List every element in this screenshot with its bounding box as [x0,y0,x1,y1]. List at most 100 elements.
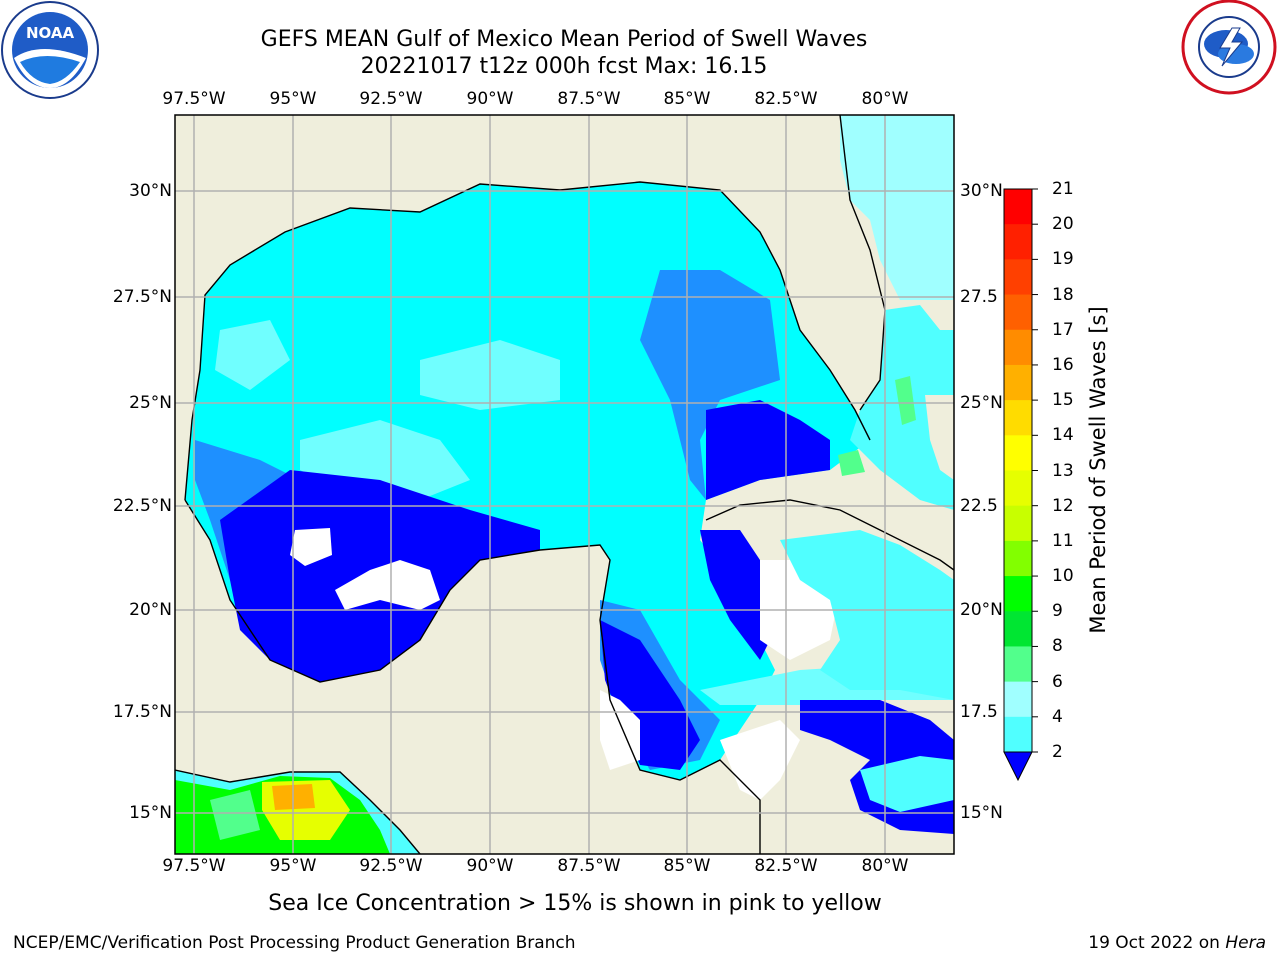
lon-label-top: 90°W [466,89,514,109]
colorbar-segment [1004,435,1032,471]
colorbar-segment [1004,576,1032,612]
lat-label-right: 27.5 [960,287,998,307]
map-gridlines [175,115,954,854]
swell-9s-patch [838,450,865,476]
coastline [184,499,761,854]
colorbar-segment [1004,470,1032,507]
low-period-area [700,530,770,660]
lon-label-top: 82.5°W [754,89,818,109]
lat-label-right: 25°N [960,393,1003,413]
lat-label-right: 20°N [960,600,1003,620]
map-area [174,114,955,855]
mid-period-area [640,270,780,500]
lat-label-right: 22.5 [960,496,998,516]
colorbar-tick-label: 14 [1052,425,1074,446]
lon-label-bottom: 95°W [269,856,317,876]
colorbar-title: Mean Period of Swell Waves [s] [1086,306,1110,634]
lon-label-bottom: 97.5°W [162,856,226,876]
colorbar-tick-label: 10 [1052,566,1074,587]
footer-host: Hera [1225,933,1266,953]
colorbar-tick-label: 20 [1052,214,1074,235]
colorbar-segment [1004,646,1032,683]
colorbar-tick-label: 18 [1052,284,1074,305]
colorbar [1003,188,1038,782]
colorbar-tick-label: 11 [1052,530,1074,551]
lat-label-left: 25°N [129,393,172,413]
colorbar-segment [1004,400,1032,436]
colorbar-segment [1004,224,1032,260]
lon-label-top: 80°W [861,89,909,109]
colorbar-extend-arrow [1003,751,1033,782]
light-cyan-patch [215,320,290,390]
sea-ice-note-text: Sea Ice Concentration > 15% is shown in … [268,891,882,916]
lon-label-top: 97.5°W [162,89,226,109]
lon-label-top: 95°W [269,89,317,109]
lon-label-bottom: 87.5°W [557,856,621,876]
lat-label-right: 30°N [960,181,1003,201]
colorbar-segment [1004,716,1032,753]
chart-subtitle: 20221017 t12z 000h fcst Max: 16.15 [360,54,768,79]
colorbar-segment [1004,329,1032,366]
coastline-pacific [175,769,421,854]
coastline [184,181,871,501]
caribbean-swell-field [860,756,954,812]
nws-logo [1181,0,1277,95]
colorbar-segment [1004,505,1032,542]
lat-label-right: 15°N [960,803,1003,823]
colorbar-tick-label: 2 [1052,742,1063,762]
no-data-gap [600,690,640,770]
footer-date: 19 Oct 2022 on Hera [1088,933,1266,953]
low-period-area [600,620,700,770]
lon-label-top: 85°W [663,89,711,109]
colorbar-tick-label: 8 [1052,636,1063,657]
colorbar-segment [1004,540,1032,577]
colorbar-tick-label: 19 [1052,249,1074,270]
colorbar-tick-label: 17 [1052,319,1074,340]
noaa-logo: NOAA [1,1,99,99]
footer-credit: NCEP/EMC/Verification Post Processing Pr… [13,933,576,953]
chart-title: GEFS MEAN Gulf of Mexico Mean Period of … [260,27,868,52]
colorbar-tick-label: 9 [1052,601,1063,622]
low-period-area [706,400,830,500]
colorbar-tick-label: 4 [1052,706,1063,727]
noaa-logo-text: NOAA [26,24,75,42]
swell-9s-patch [895,376,916,425]
colorbar-tick-label: 6 [1052,671,1063,692]
colorbar-tick-label: 15 [1052,390,1074,411]
colorbar-segment [1004,294,1032,331]
colorbar-segment [1004,611,1032,647]
caribbean-swell-field [780,530,954,700]
colorbar-segment [1004,189,1032,225]
lat-label-left: 22.5°N [112,496,172,516]
lon-label-top: 92.5°W [359,89,423,109]
lat-label-left: 27.5°N [112,287,172,307]
map-frame [174,114,955,855]
colorbar-tick-label: 12 [1052,495,1074,516]
pacific-swell-field [210,790,260,840]
no-data-gap [335,560,440,610]
colorbar-segment [1004,681,1032,718]
lon-label-bottom: 90°W [466,856,514,876]
footer-date-text: 19 Oct 2022 on [1088,933,1226,953]
lon-label-bottom: 82.5°W [754,856,818,876]
atlantic-swell-field [840,115,954,300]
lon-label-bottom: 85°W [663,856,711,876]
lat-label-right: 17.5 [960,702,998,722]
colorbar-tick-label: 13 [1052,460,1074,481]
coastline-cuba [705,499,954,571]
coastline-florida-east [839,115,886,411]
lat-label-left: 20°N [129,600,172,620]
lon-label-bottom: 92.5°W [359,856,423,876]
lat-label-left: 30°N [129,181,172,201]
colorbar-segment [1004,364,1032,401]
lat-label-left: 15°N [129,803,172,823]
colorbar-tick-label: 16 [1052,354,1074,375]
colorbar-tick-label: 21 [1052,179,1074,199]
lon-label-top: 87.5°W [557,89,621,109]
lat-label-left: 17.5°N [112,702,172,722]
sea-ice-note: Sea Ice Concentration > 15% is shown in … [0,891,1280,916]
colorbar-segment [1004,259,1032,296]
no-data-gap [290,528,332,566]
lon-label-bottom: 80°W [861,856,909,876]
